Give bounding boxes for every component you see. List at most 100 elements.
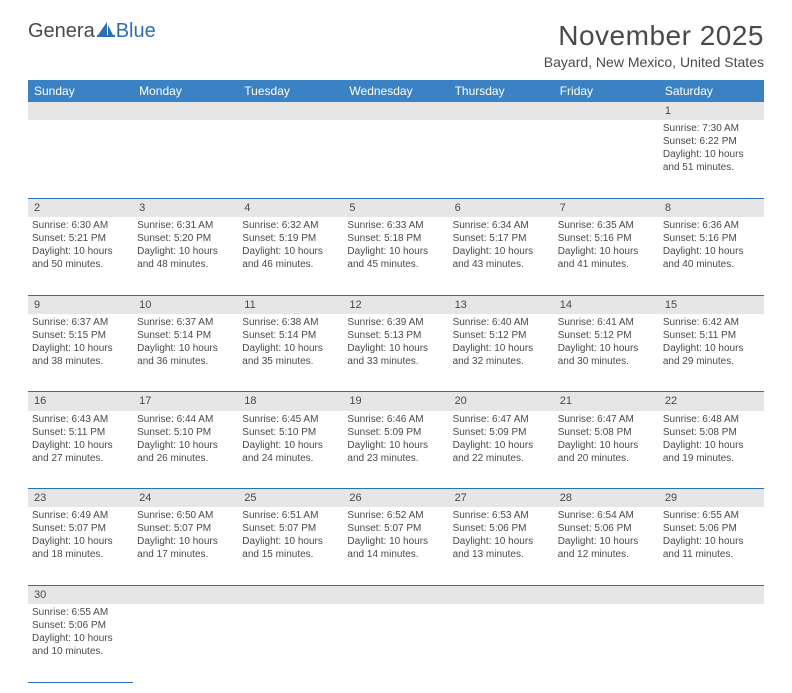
sunset-text: Sunset: 5:10 PM	[137, 426, 234, 439]
day-number	[133, 102, 238, 120]
day-cell: Sunrise: 6:47 AMSunset: 5:08 PMDaylight:…	[554, 411, 659, 489]
day-number: 22	[659, 392, 764, 411]
day-cell: Sunrise: 6:55 AMSunset: 5:06 PMDaylight:…	[28, 604, 133, 682]
daylight-text: and 24 minutes.	[242, 452, 339, 465]
daylight-text: and 20 minutes.	[558, 452, 655, 465]
daylight-text: and 27 minutes.	[32, 452, 129, 465]
daylight-text: Daylight: 10 hours	[137, 535, 234, 548]
daylight-text: and 30 minutes.	[558, 355, 655, 368]
sunrise-text: Sunrise: 6:43 AM	[32, 413, 129, 426]
daylight-text: and 14 minutes.	[347, 548, 444, 561]
sunrise-text: Sunrise: 6:52 AM	[347, 509, 444, 522]
sunrise-text: Sunrise: 6:35 AM	[558, 219, 655, 232]
daylight-text: Daylight: 10 hours	[347, 439, 444, 452]
sunset-text: Sunset: 5:19 PM	[242, 232, 339, 245]
sunset-text: Sunset: 5:07 PM	[32, 522, 129, 535]
daylight-text: and 26 minutes.	[137, 452, 234, 465]
sunrise-text: Sunrise: 6:37 AM	[32, 316, 129, 329]
daylight-text: and 29 minutes.	[663, 355, 760, 368]
daylight-text: and 10 minutes.	[32, 645, 129, 658]
sunset-text: Sunset: 5:06 PM	[663, 522, 760, 535]
sunrise-text: Sunrise: 6:54 AM	[558, 509, 655, 522]
day-cell: Sunrise: 6:49 AMSunset: 5:07 PMDaylight:…	[28, 507, 133, 585]
day-cell: Sunrise: 6:41 AMSunset: 5:12 PMDaylight:…	[554, 314, 659, 392]
empty-cell	[133, 120, 238, 198]
day-number: 4	[238, 198, 343, 217]
sunrise-text: Sunrise: 6:37 AM	[137, 316, 234, 329]
sunset-text: Sunset: 5:18 PM	[347, 232, 444, 245]
daylight-text: Daylight: 10 hours	[242, 342, 339, 355]
daylight-text: and 13 minutes.	[453, 548, 550, 561]
sunset-text: Sunset: 5:06 PM	[453, 522, 550, 535]
empty-cell	[554, 120, 659, 198]
sunset-text: Sunset: 5:20 PM	[137, 232, 234, 245]
sunset-text: Sunset: 5:11 PM	[32, 426, 129, 439]
daylight-text: and 32 minutes.	[453, 355, 550, 368]
daynum-row: 1	[28, 102, 764, 120]
day-number	[238, 585, 343, 604]
daylight-text: Daylight: 10 hours	[32, 342, 129, 355]
daylight-text: Daylight: 10 hours	[347, 535, 444, 548]
empty-cell	[554, 604, 659, 682]
day-number: 25	[238, 489, 343, 508]
day-number: 29	[659, 489, 764, 508]
sunset-text: Sunset: 5:06 PM	[32, 619, 129, 632]
daylight-text: and 38 minutes.	[32, 355, 129, 368]
daylight-text: Daylight: 10 hours	[137, 342, 234, 355]
sunrise-text: Sunrise: 6:49 AM	[32, 509, 129, 522]
daylight-text: and 46 minutes.	[242, 258, 339, 271]
weekday-header: Monday	[133, 80, 238, 102]
sunrise-text: Sunrise: 6:42 AM	[663, 316, 760, 329]
day-number	[238, 102, 343, 120]
day-cell: Sunrise: 6:35 AMSunset: 5:16 PMDaylight:…	[554, 217, 659, 295]
week-row: Sunrise: 6:37 AMSunset: 5:15 PMDaylight:…	[28, 314, 764, 392]
day-number: 9	[28, 295, 133, 314]
daylight-text: Daylight: 10 hours	[453, 439, 550, 452]
day-number	[343, 585, 448, 604]
daylight-text: and 17 minutes.	[137, 548, 234, 561]
sunrise-text: Sunrise: 6:32 AM	[242, 219, 339, 232]
day-number	[554, 585, 659, 604]
day-cell: Sunrise: 6:53 AMSunset: 5:06 PMDaylight:…	[449, 507, 554, 585]
sunrise-text: Sunrise: 6:41 AM	[558, 316, 655, 329]
daylight-text: Daylight: 10 hours	[242, 535, 339, 548]
day-number	[659, 585, 764, 604]
daylight-text: Daylight: 10 hours	[663, 342, 760, 355]
sunset-text: Sunset: 5:06 PM	[558, 522, 655, 535]
empty-cell	[449, 604, 554, 682]
sunset-text: Sunset: 5:17 PM	[453, 232, 550, 245]
daynum-row: 9101112131415	[28, 295, 764, 314]
daynum-row: 2345678	[28, 198, 764, 217]
sunrise-text: Sunrise: 6:33 AM	[347, 219, 444, 232]
day-number: 6	[449, 198, 554, 217]
sunset-text: Sunset: 5:14 PM	[137, 329, 234, 342]
location: Bayard, New Mexico, United States	[544, 54, 764, 70]
sunset-text: Sunset: 5:16 PM	[663, 232, 760, 245]
calendar-page: Genera Blue November 2025 Bayard, New Me…	[0, 0, 792, 693]
sunrise-text: Sunrise: 6:53 AM	[453, 509, 550, 522]
day-cell: Sunrise: 6:52 AMSunset: 5:07 PMDaylight:…	[343, 507, 448, 585]
daylight-text: and 48 minutes.	[137, 258, 234, 271]
day-number: 19	[343, 392, 448, 411]
day-cell: Sunrise: 6:36 AMSunset: 5:16 PMDaylight:…	[659, 217, 764, 295]
daylight-text: Daylight: 10 hours	[663, 535, 760, 548]
logo: Genera Blue	[28, 20, 156, 43]
sunrise-text: Sunrise: 6:34 AM	[453, 219, 550, 232]
empty-cell	[449, 120, 554, 198]
daylight-text: and 22 minutes.	[453, 452, 550, 465]
day-number: 5	[343, 198, 448, 217]
empty-cell	[238, 120, 343, 198]
day-number: 1	[659, 102, 764, 120]
sunset-text: Sunset: 5:07 PM	[137, 522, 234, 535]
day-number: 11	[238, 295, 343, 314]
day-cell: Sunrise: 6:47 AMSunset: 5:09 PMDaylight:…	[449, 411, 554, 489]
day-cell: Sunrise: 6:42 AMSunset: 5:11 PMDaylight:…	[659, 314, 764, 392]
daylight-text: and 12 minutes.	[558, 548, 655, 561]
day-number	[449, 585, 554, 604]
weekday-header: Friday	[554, 80, 659, 102]
sunset-text: Sunset: 5:09 PM	[453, 426, 550, 439]
title-block: November 2025 Bayard, New Mexico, United…	[544, 20, 764, 70]
weekday-header: Thursday	[449, 80, 554, 102]
day-cell: Sunrise: 6:51 AMSunset: 5:07 PMDaylight:…	[238, 507, 343, 585]
sunset-text: Sunset: 5:12 PM	[453, 329, 550, 342]
